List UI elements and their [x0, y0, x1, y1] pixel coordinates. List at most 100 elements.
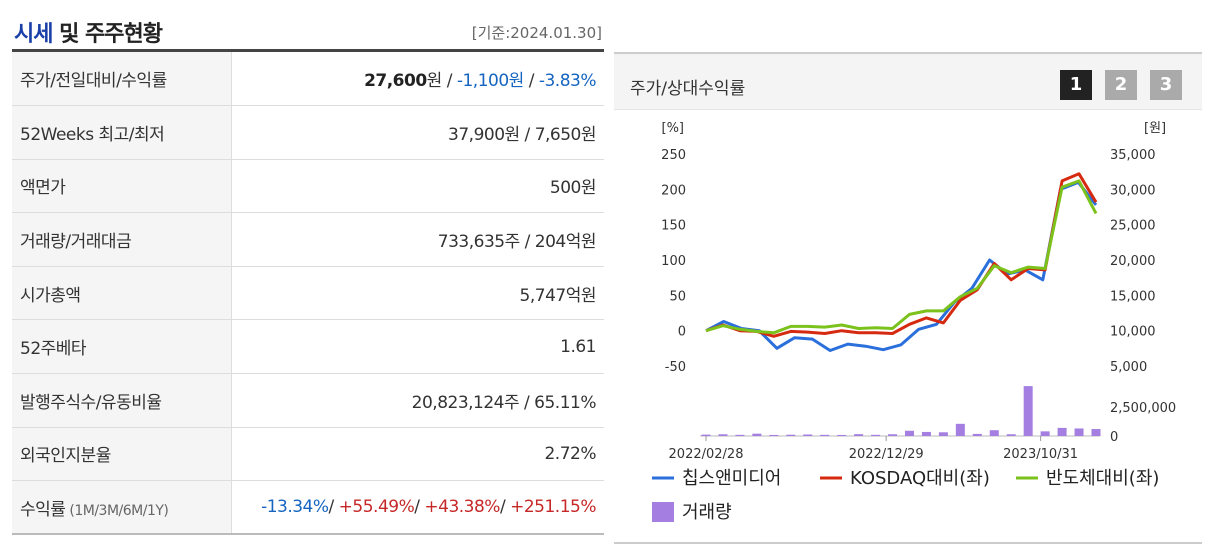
base-date: [기준:2024.01.30]: [471, 24, 602, 42]
volume-bar: [820, 434, 830, 436]
volume-bar: [837, 434, 847, 436]
table-row: 외국인지분율 2.72%: [12, 427, 604, 482]
volume-bar: [904, 430, 914, 436]
volume-bar: [1091, 429, 1101, 436]
legend-volume-swatch: [652, 502, 674, 522]
return-6m: +43.38%: [424, 497, 500, 518]
right-tick-label: 30,000: [1110, 183, 1156, 198]
table-row: 주가/전일대비/수익률 27,600원 / -1,100원 / -3.83%: [12, 52, 604, 107]
row-label-52w: 52Weeks 최고/최저: [12, 105, 232, 160]
info-table: 주가/전일대비/수익률 27,600원 / -1,100원 / -3.83% 5…: [12, 52, 604, 536]
legend-company-label: 칩스앤미디어: [682, 468, 781, 489]
x-tick-label: 2022/12/29: [849, 447, 924, 462]
volume-bar: [735, 434, 745, 436]
section-header: 시세 및 주주현황 [기준:2024.01.30]: [12, 0, 604, 52]
left-tick-label: 150: [661, 219, 686, 234]
return-1m: -13.34%: [261, 497, 329, 518]
volume-bar: [972, 433, 982, 436]
x-tick-label: 2022/02/28: [669, 447, 744, 462]
return-3m: +55.49%: [338, 497, 415, 518]
row-label-returns: 수익률 (1M/3M/6M/1Y): [12, 480, 232, 536]
volume-bar: [854, 434, 864, 436]
line-semiconductor: [705, 179, 1098, 335]
returns-label-sub: (1M/3M/6M/1Y): [65, 502, 169, 519]
change-rate: -3.83%: [538, 71, 597, 92]
row-value-par: 500원: [231, 159, 604, 214]
row-label-par: 액면가: [12, 159, 232, 214]
page-button-1[interactable]: 1: [1060, 70, 1092, 100]
page-button-3[interactable]: 3: [1150, 70, 1182, 100]
row-value-shares: 20,823,124주 / 65.11%: [231, 373, 604, 428]
left-tick-label: 250: [661, 148, 686, 163]
right-tick-label: 20,000: [1110, 254, 1156, 269]
page-button-2[interactable]: 2: [1105, 70, 1137, 100]
change-unit: 원: [508, 71, 525, 92]
row-label-foreign: 외국인지분율: [12, 427, 232, 482]
table-row: 수익률 (1M/3M/6M/1Y) -13.34%/ +55.49%/ +43.…: [12, 480, 604, 536]
separator: /: [441, 71, 457, 92]
table-row: 발행주식수/유동비율 20,823,124주 / 65.11%: [12, 373, 604, 428]
volume-tick-label: 0: [1110, 430, 1118, 445]
table-row: 액면가 500원: [12, 159, 604, 214]
chart-panel-header: 주가/상대수익률 1 2 3: [614, 54, 1202, 110]
left-tick-label: 100: [661, 254, 686, 269]
table-row: 52주베타 1.61: [12, 319, 604, 375]
legend-kosdaq-label: KOSDAQ대비(좌): [850, 468, 990, 489]
separator: /: [499, 497, 511, 518]
row-label-volume: 거래량/거래대금: [12, 212, 232, 267]
row-value-price: 27,600원 / -1,100원 / -3.83%: [231, 52, 604, 107]
return-1y: +251.15%: [510, 497, 596, 518]
volume-bar: [769, 434, 779, 436]
volume-bar: [955, 423, 965, 436]
volume-bar: [718, 434, 728, 436]
row-label-price: 주가/전일대비/수익률: [12, 52, 232, 107]
volume-tick-label: 2,500,000: [1110, 401, 1176, 416]
separator: /: [328, 497, 339, 518]
right-tick-label: 5,000: [1110, 360, 1147, 375]
price-chart: [%] [원] 250 200 150 100 50 0 -50 35,000 30,000 25,0…: [652, 121, 1176, 523]
right-tick-label: 25,000: [1110, 219, 1156, 234]
returns-label: 수익률: [20, 499, 66, 520]
volume-bar: [701, 434, 711, 436]
row-value-mktcap: 5,747억원: [231, 266, 604, 321]
x-tick-label: 2023/10/31: [1003, 447, 1078, 462]
price-unit: 원: [426, 71, 443, 92]
row-value-beta: 1.61: [231, 319, 604, 375]
row-value-volume: 733,635주 / 204억원: [231, 212, 604, 267]
volume-bar: [1057, 427, 1067, 436]
volume-bar: [1023, 386, 1033, 436]
row-value-foreign: 2.72%: [231, 427, 604, 482]
row-label-beta: 52주베타: [12, 319, 232, 375]
left-axis-unit: [%]: [662, 121, 685, 136]
left-tick-label: 0: [678, 325, 686, 340]
table-row: 거래량/거래대금 733,635주 / 204억원: [12, 212, 604, 267]
line-company: [705, 180, 1098, 352]
section-title: 시세 및 주주현황: [14, 16, 163, 48]
volume-bar: [921, 431, 931, 436]
row-value-52w: 37,900원 / 7,650원: [231, 105, 604, 160]
left-tick-label: 200: [661, 183, 686, 198]
row-value-returns: -13.34%/ +55.49%/ +43.38%/ +251.15%: [231, 480, 604, 536]
volume-bar: [803, 434, 813, 436]
volume-bar: [871, 434, 881, 436]
chart-panel-title: 주가/상대수익률: [630, 79, 746, 99]
right-tick-label: 35,000: [1110, 148, 1156, 163]
left-tick-label: -50: [665, 360, 686, 375]
right-tick-label: 15,000: [1110, 289, 1156, 304]
table-row: 52Weeks 최고/최저 37,900원 / 7,650원: [12, 105, 604, 160]
legend-volume-label: 거래량: [682, 502, 732, 523]
table-row: 시가총액 5,747억원: [12, 266, 604, 321]
volume-bar: [989, 430, 999, 436]
current-price: 27,600: [364, 71, 427, 92]
volume-bar: [1074, 428, 1084, 436]
title-highlight: 시세: [14, 22, 53, 47]
right-axis-unit: [원]: [1144, 121, 1166, 136]
row-label-mktcap: 시가총액: [12, 266, 232, 321]
volume-bar: [752, 433, 762, 436]
legend-semiconductor-label: 반도체대비(좌): [1046, 468, 1159, 489]
separator: /: [523, 71, 539, 92]
title-rest: 및 주주현황: [52, 22, 163, 47]
volume-bar: [938, 432, 948, 436]
volume-bar: [1040, 431, 1050, 436]
row-label-shares: 발행주식수/유동비율: [12, 373, 232, 428]
